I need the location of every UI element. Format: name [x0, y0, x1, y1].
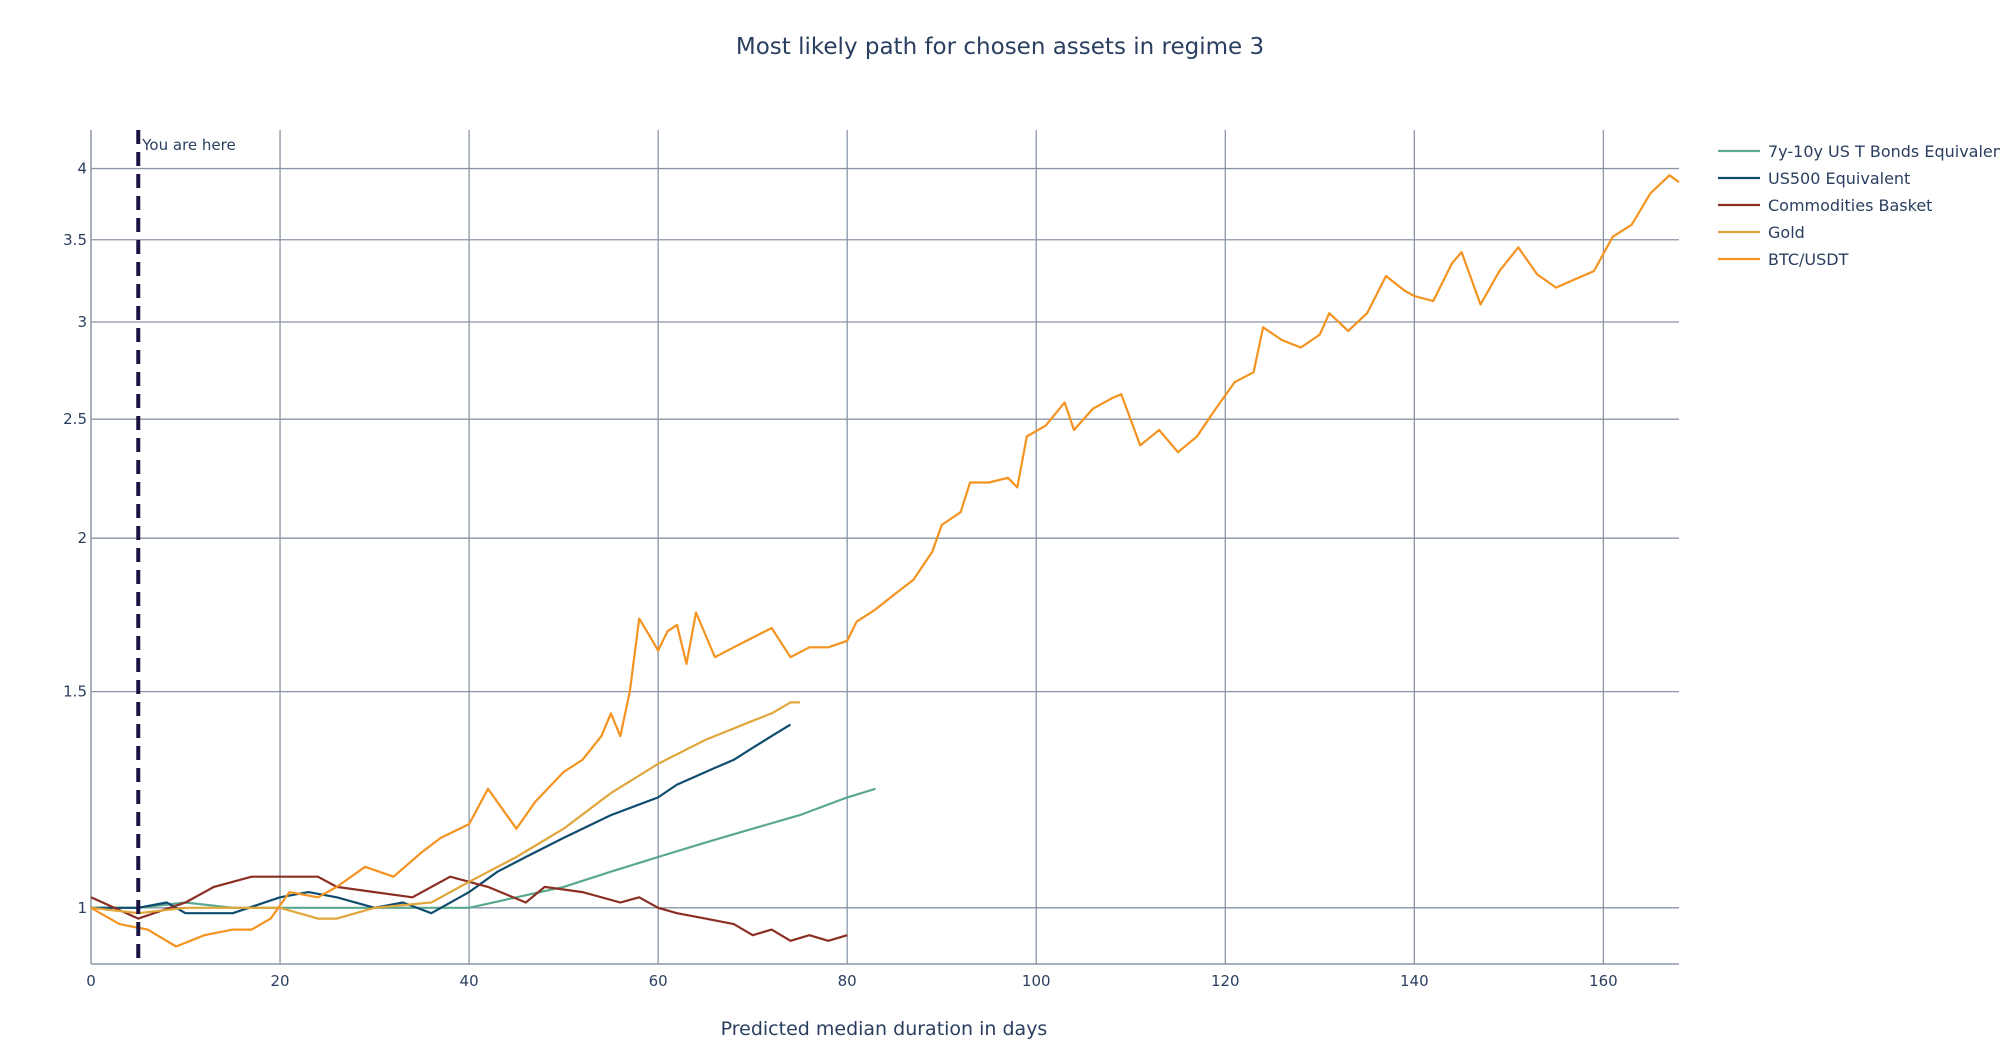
legend-item-7y-10y-us-t-bonds-equivalent[interactable]: 7y-10y US T Bonds Equivalent: [1718, 142, 2000, 161]
y-tick-label: 4: [77, 160, 87, 178]
y-tick-label: 3: [77, 313, 87, 331]
series-line-commodities-basket: [90, 875, 848, 942]
legend-label: Commodities Basket: [1768, 196, 1932, 215]
series-line-us500-equivalent: [91, 723, 792, 915]
x-tick-label: 40: [460, 972, 479, 990]
legend-label: 7y-10y US T Bonds Equivalent: [1768, 142, 2000, 161]
legend[interactable]: 7y-10y US T Bonds Equivalent US500 Equiva…: [1718, 142, 2000, 269]
x-tick-label: 80: [838, 972, 857, 990]
y-tick-label: 2.5: [63, 410, 87, 428]
x-tick-label: 60: [649, 972, 668, 990]
legend-item-btc-usdt[interactable]: BTC/USDT: [1718, 250, 1849, 269]
chart-title: Most likely path for chosen assets in re…: [735, 34, 1265, 60]
x-axis-label: Predicted median duration in days: [720, 1018, 1048, 1040]
x-tick-label: 100: [1022, 972, 1051, 990]
legend-label: Gold: [1768, 223, 1805, 242]
legend-item-commodities-basket[interactable]: Commodities Basket: [1718, 196, 1932, 215]
legend-label: US500 Equivalent: [1768, 169, 1910, 188]
y-tick-label: 3.5: [63, 231, 87, 249]
y-tick-label: 2: [77, 529, 87, 547]
y-tick-label: 1.5: [63, 683, 87, 701]
axes: 0 20 40 60 80 100 120 140 160 1 1.5 2 2.5 3 3.5 4: [63, 130, 1679, 990]
x-tick-label: 140: [1400, 972, 1429, 990]
x-tick-label: 160: [1589, 972, 1618, 990]
legend-label: BTC/USDT: [1768, 250, 1849, 269]
you-are-here-marker: You are here: [136, 130, 236, 964]
x-tick-label: 0: [86, 972, 96, 990]
series-lines: [90, 174, 1680, 948]
x-tick-label: 120: [1211, 972, 1240, 990]
legend-item-us500-equivalent[interactable]: US500 Equivalent: [1718, 169, 1910, 188]
you-are-here-label: You are here: [141, 136, 235, 154]
x-tick-label: 20: [271, 972, 290, 990]
y-tick-label: 1: [77, 899, 87, 917]
legend-item-gold[interactable]: Gold: [1718, 223, 1805, 242]
series-line-btc-usdt: [90, 174, 1680, 948]
series-line-gold: [90, 701, 800, 920]
gridlines: [91, 130, 1679, 964]
